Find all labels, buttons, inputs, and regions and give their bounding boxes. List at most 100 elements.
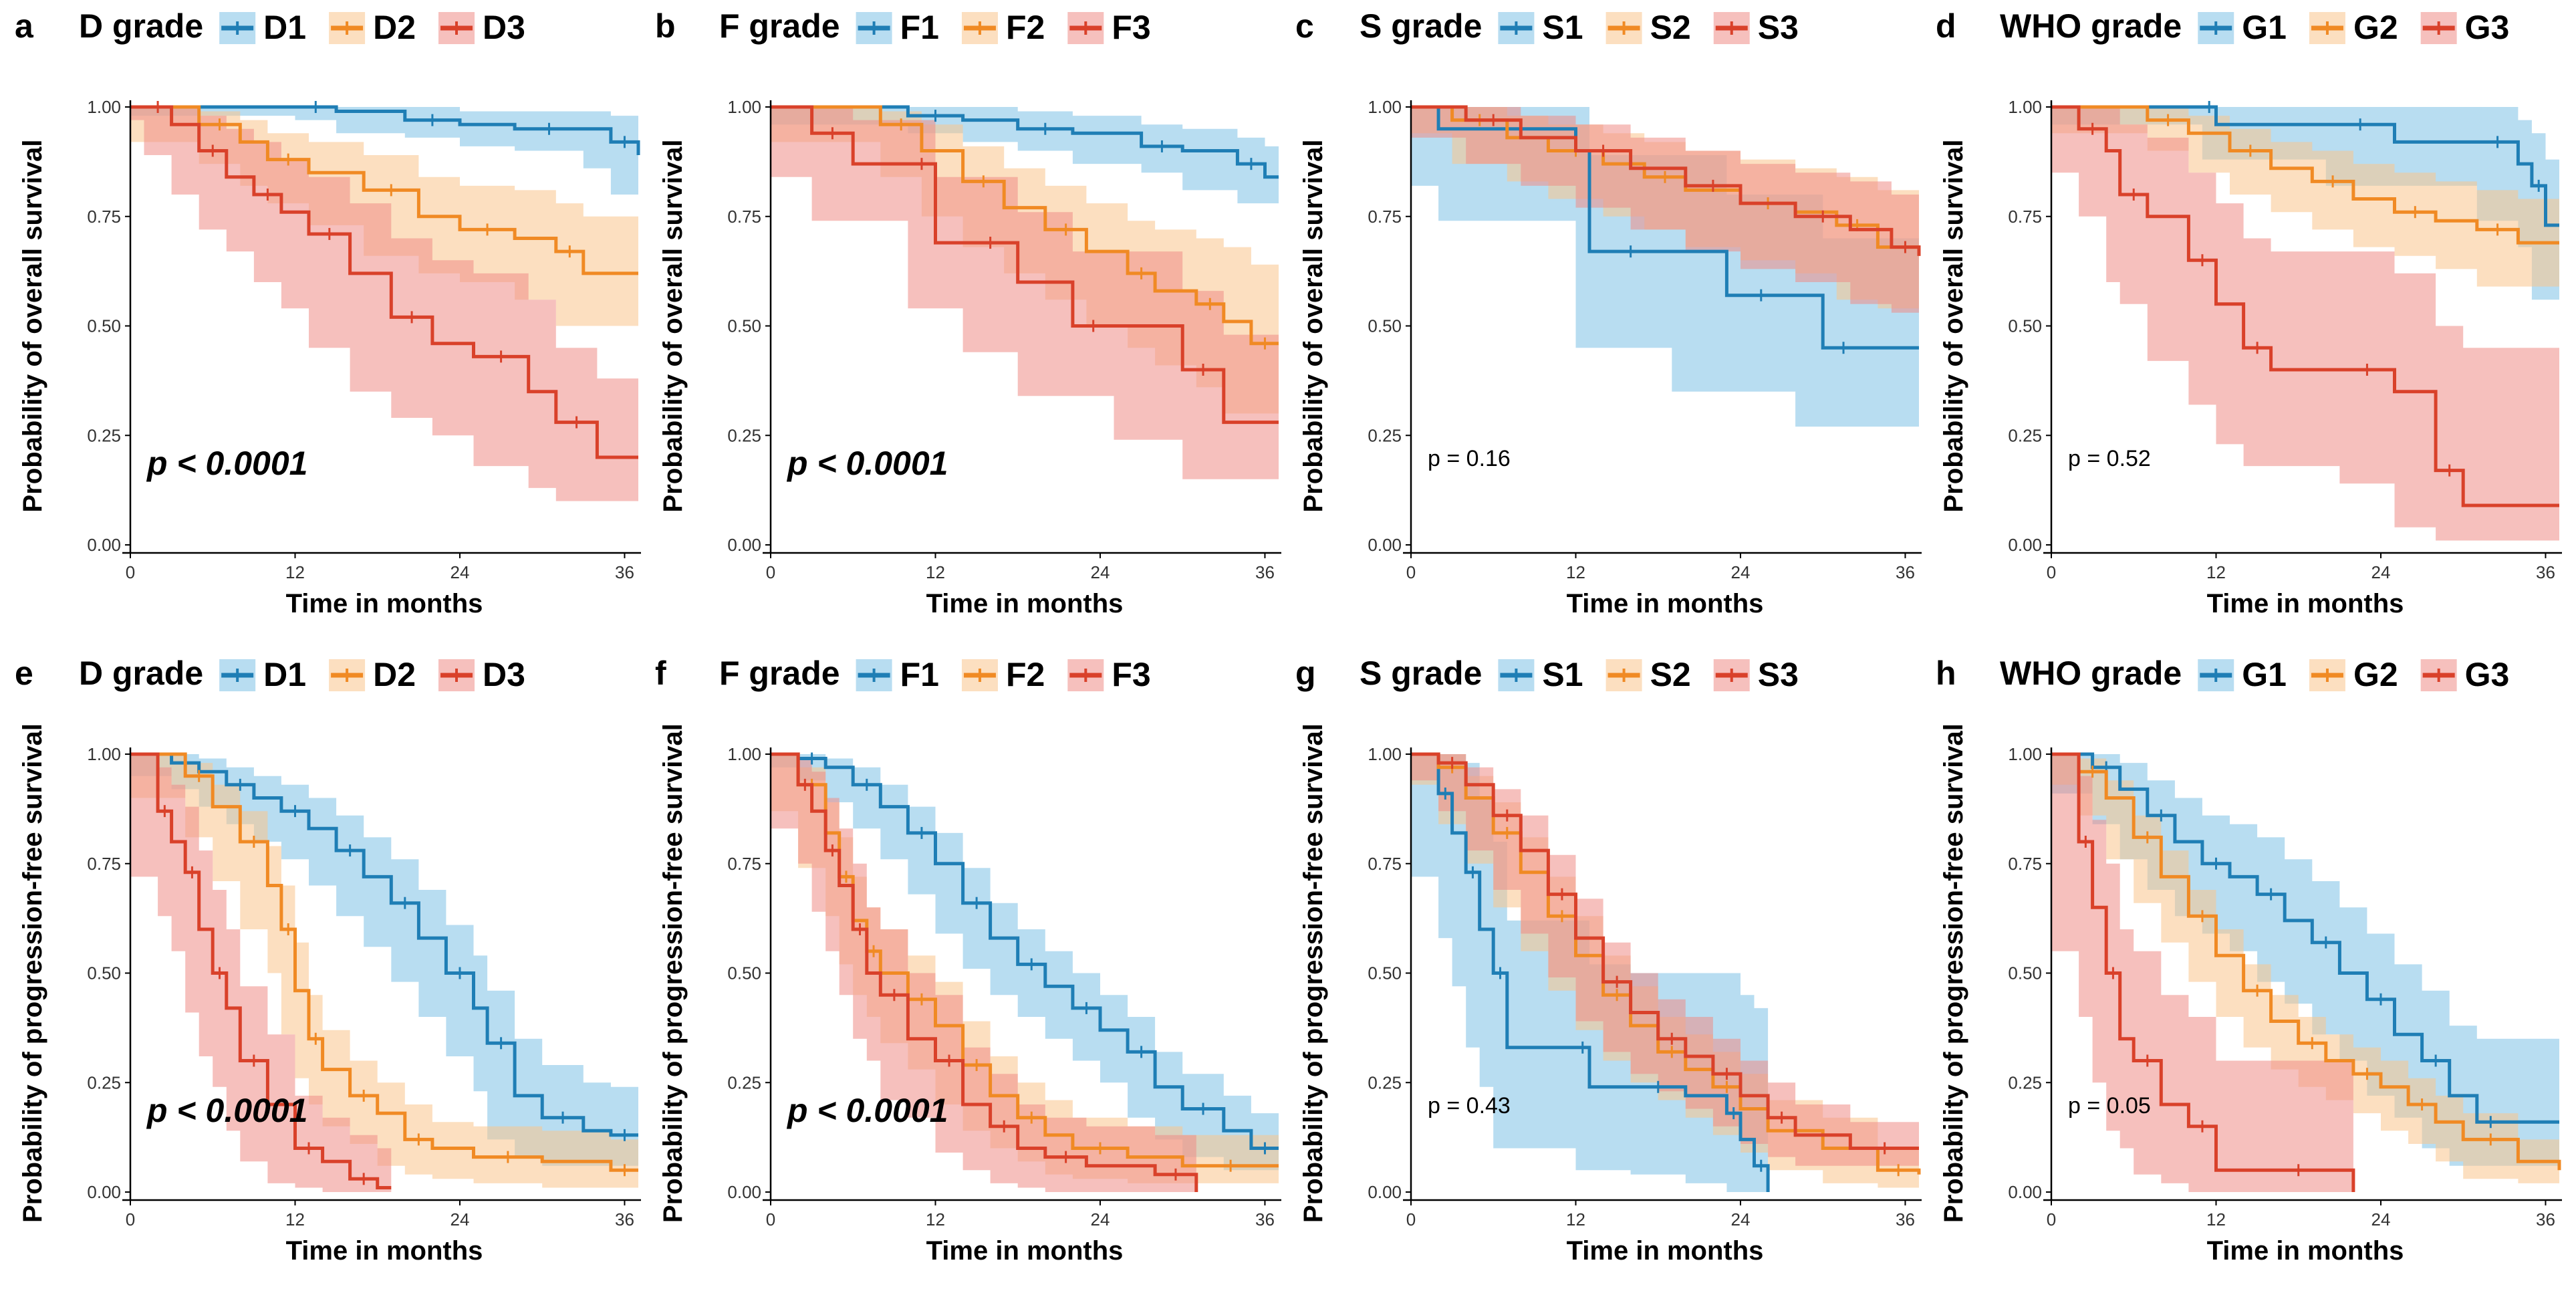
km-line-D2 — [130, 752, 638, 1172]
legend-label-1: S1 — [1542, 9, 1583, 46]
ci-band-G2 — [2051, 754, 2559, 1183]
x-tick-label: 0 — [126, 562, 135, 582]
x-tick-label: 24 — [1731, 562, 1751, 582]
km-line-F2 — [771, 752, 1279, 1168]
legend-label-3: F3 — [1112, 9, 1150, 46]
legend-label-1: G1 — [2242, 656, 2287, 693]
x-tick-label: 0 — [2047, 562, 2056, 582]
y-tick-label: 0.50 — [87, 316, 121, 336]
legend-label-1: F1 — [900, 656, 939, 693]
ci-band-F1 — [771, 754, 1279, 1171]
x-axis-title: Time in months — [1567, 1236, 1764, 1266]
y-tick-label: 0.25 — [1368, 425, 1402, 445]
y-tick-label: 0.75 — [2008, 854, 2042, 874]
panel-a: a D grade D1 D2 D3 0.00 0.25 0.50 0.75 1.00 0 12 24 3… — [15, 7, 641, 618]
legend: WHO grade G1 G2 G3 — [2000, 7, 2509, 46]
panel-letter: a — [15, 7, 34, 45]
legend-label-2: S2 — [1650, 656, 1691, 693]
legend-label-2: S2 — [1650, 9, 1691, 46]
y-axis-title: Probability of overall survival — [1939, 140, 1968, 513]
x-tick-label: 24 — [450, 1209, 470, 1229]
legend: S grade S1 S2 S3 — [1360, 655, 1799, 693]
p-value: p = 0.05 — [2068, 1093, 2151, 1119]
legend-label-2: D2 — [373, 9, 416, 46]
x-tick-label: 12 — [926, 562, 945, 582]
y-tick-label: 1.00 — [1368, 744, 1402, 764]
ci-band-G2 — [2051, 107, 2559, 287]
ci-band-D3 — [130, 754, 392, 1192]
y-tick-label: 0.25 — [1368, 1072, 1402, 1092]
ci-band-S1 — [1411, 107, 1919, 427]
legend-label-1: D1 — [263, 9, 306, 46]
y-tick-label: 0.00 — [2008, 1182, 2042, 1202]
x-tick-label: 12 — [926, 1209, 945, 1229]
y-tick-label: 0.75 — [727, 207, 761, 227]
p-value: p = 0.52 — [2068, 446, 2151, 471]
panel-letter: e — [15, 655, 33, 692]
x-tick-label: 0 — [1406, 562, 1416, 582]
y-tick-label: 0.75 — [1368, 207, 1402, 227]
p-value: p < 0.0001 — [786, 445, 948, 482]
x-tick-label: 36 — [1255, 1209, 1275, 1229]
x-tick-label: 0 — [766, 1209, 775, 1229]
y-tick-label: 1.00 — [2008, 97, 2042, 117]
y-tick-label: 1.00 — [727, 97, 761, 117]
x-tick-label: 36 — [1255, 562, 1275, 582]
x-axis-title: Time in months — [1567, 589, 1764, 618]
y-tick-label: 1.00 — [2008, 744, 2042, 764]
km-line-G2 — [2051, 752, 2561, 1171]
legend-label-1: S1 — [1542, 656, 1583, 693]
legend-label-3: F3 — [1112, 656, 1150, 693]
legend-title: S grade — [1360, 655, 1482, 692]
x-axis-title: Time in months — [286, 1236, 483, 1266]
panel-e: e D grade D1 D2 D3 0.00 0.25 0.50 0.75 1.00 0 12 24 3… — [15, 655, 641, 1266]
y-tick-label: 0.00 — [727, 1182, 761, 1202]
y-axis-title: Probability of overall survival — [18, 140, 47, 513]
ci-band-S3 — [1411, 754, 1919, 1166]
km-line-D1 — [130, 752, 638, 1137]
legend-title: WHO grade — [2000, 655, 2182, 692]
legend-title: F grade — [719, 7, 840, 45]
km-line-S3 — [1411, 105, 1921, 256]
x-tick-label: 36 — [1896, 562, 1915, 582]
x-tick-label: 12 — [2206, 562, 2226, 582]
legend-title: F grade — [719, 655, 840, 692]
x-tick-label: 0 — [766, 562, 775, 582]
y-tick-label: 0.25 — [727, 425, 761, 445]
y-axis-title: Probability of overall survival — [1299, 140, 1328, 513]
x-axis-title: Time in months — [926, 589, 1124, 618]
legend-label-1: F1 — [900, 9, 939, 46]
y-tick-label: 0.00 — [1368, 1182, 1402, 1202]
p-value: p < 0.0001 — [146, 1092, 307, 1129]
legend-label-2: F2 — [1006, 656, 1045, 693]
ci-band-F3 — [771, 107, 1279, 479]
legend-title: D grade — [79, 7, 203, 45]
panel-letter: b — [655, 7, 676, 45]
legend-label-2: D2 — [373, 656, 416, 693]
km-line-D3 — [130, 752, 392, 1189]
y-tick-label: 0.50 — [1368, 316, 1402, 336]
x-tick-label: 12 — [1566, 562, 1585, 582]
legend-title: S grade — [1360, 7, 1482, 45]
y-axis-title: Probability of progression-free survival — [1939, 723, 1968, 1223]
x-tick-label: 12 — [285, 562, 305, 582]
y-tick-label: 0.25 — [2008, 425, 2042, 445]
y-tick-label: 0.50 — [727, 316, 761, 336]
panel-letter: c — [1295, 7, 1314, 45]
y-tick-label: 0.25 — [727, 1072, 761, 1092]
panel-f: f F grade F1 F2 F3 0.00 0.25 0.50 0.75 1.00 0 12 24 3… — [655, 655, 1281, 1266]
x-axis-title: Time in months — [2207, 589, 2404, 618]
y-tick-label: 0.50 — [87, 963, 121, 983]
km-line-F1 — [771, 752, 1279, 1150]
y-tick-label: 0.75 — [727, 854, 761, 874]
y-axis-title: Probability of overall survival — [658, 140, 688, 513]
x-tick-label: 36 — [615, 1209, 634, 1229]
legend-label-1: G1 — [2242, 9, 2287, 46]
ci-band-D1 — [130, 754, 638, 1166]
km-line-F3 — [771, 752, 1198, 1192]
legend-label-3: D3 — [483, 656, 525, 693]
legend-title: WHO grade — [2000, 7, 2182, 45]
legend: WHO grade G1 G2 G3 — [2000, 655, 2509, 693]
x-tick-label: 12 — [1566, 1209, 1585, 1229]
legend: D grade D1 D2 D3 — [79, 655, 525, 693]
